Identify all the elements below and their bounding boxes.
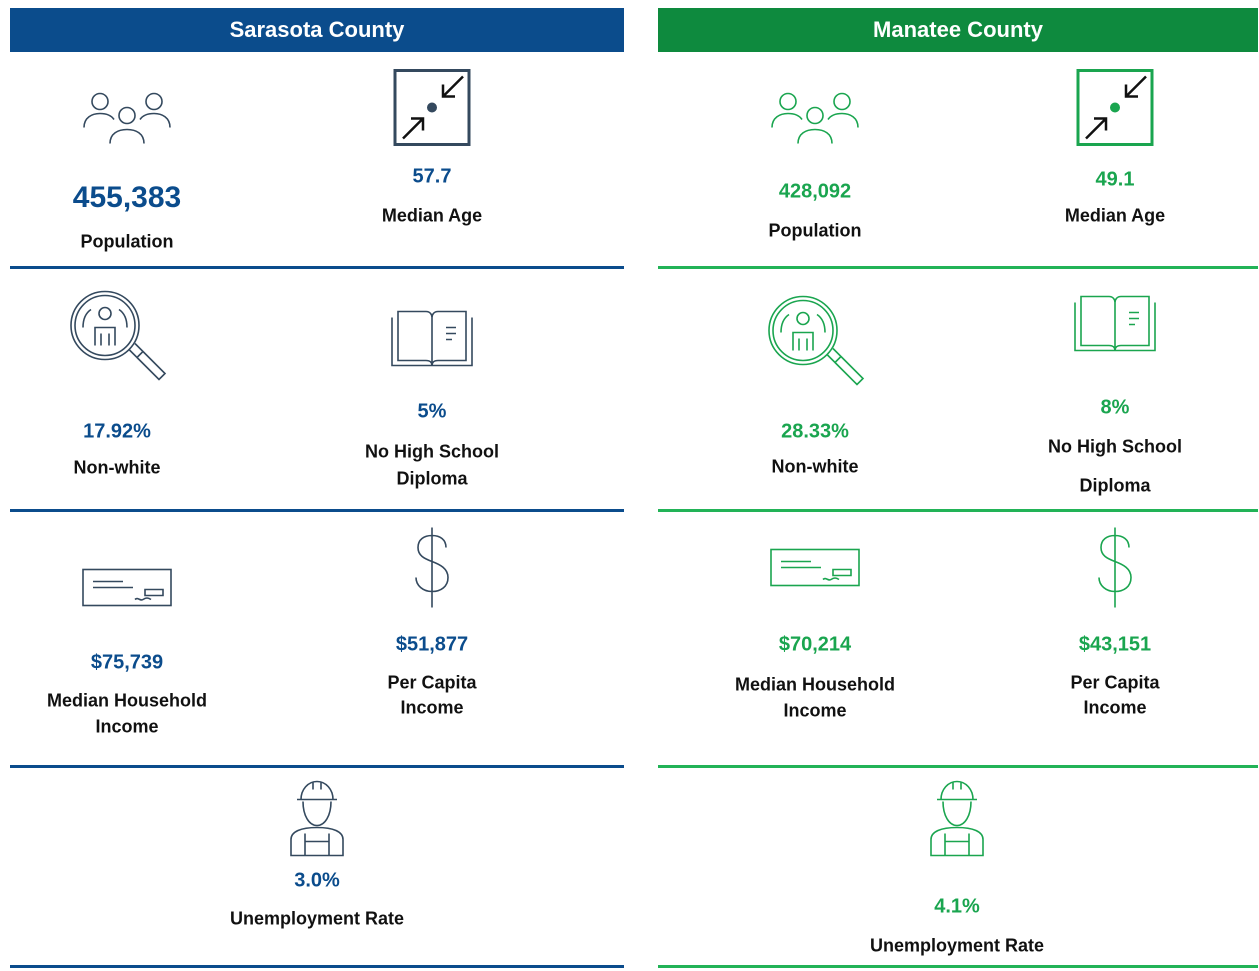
separator xyxy=(10,765,624,768)
stat-label: Median Household xyxy=(46,690,208,711)
stat-label: Median Household xyxy=(734,674,896,695)
stat-icon xyxy=(1073,291,1157,360)
separator xyxy=(10,266,624,269)
stat-value: 17.92% xyxy=(83,420,151,443)
separator xyxy=(658,965,1258,968)
county-header: Sarasota County xyxy=(10,8,624,52)
stat-label: Population xyxy=(768,220,862,241)
stat-label: Population xyxy=(80,231,174,252)
stat-label: No High School xyxy=(365,441,499,462)
stat-value: 28.33% xyxy=(781,420,849,443)
stat-label: Per Capita xyxy=(1070,672,1160,693)
stat-label: No High School xyxy=(1048,436,1182,457)
stat-label: Non-white xyxy=(771,456,859,477)
stat-icon xyxy=(412,526,452,615)
stat-label: Unemployment Rate xyxy=(229,908,405,929)
stat-icon xyxy=(769,548,861,593)
stat-label: Income xyxy=(783,700,847,721)
stat-value: 4.1% xyxy=(934,895,980,918)
stat-icon xyxy=(763,291,867,400)
stat-icon xyxy=(927,778,987,863)
stat-value: $70,214 xyxy=(778,633,852,656)
stat-icon xyxy=(65,286,169,395)
stat-icon xyxy=(1076,69,1154,152)
stat-label: Diploma xyxy=(1079,475,1151,496)
stat-value: 3.0% xyxy=(294,869,340,892)
stat-icon xyxy=(80,88,174,153)
county-panel: Sarasota County 455,383 Population 57.7 Med… xyxy=(10,0,624,971)
stat-value: 5% xyxy=(417,400,447,423)
stat-label: Income xyxy=(1083,697,1147,718)
stat-label: Median Age xyxy=(381,205,483,226)
stat-value: $75,739 xyxy=(90,651,164,674)
stat-icon xyxy=(390,306,474,375)
stat-icon xyxy=(287,778,347,863)
separator xyxy=(10,509,624,512)
stat-value: 428,092 xyxy=(778,180,852,203)
stat-label: Diploma xyxy=(396,468,468,489)
stat-label: Non-white xyxy=(73,457,161,478)
stat-icon xyxy=(768,88,862,153)
separator xyxy=(658,765,1258,768)
stat-icon xyxy=(393,69,471,152)
stat-value: $51,877 xyxy=(395,633,469,656)
separator xyxy=(658,266,1258,269)
stat-icon xyxy=(1095,526,1135,615)
stat-label: Per Capita xyxy=(387,672,477,693)
stat-value: $43,151 xyxy=(1078,633,1152,656)
stat-value: 8% xyxy=(1100,396,1130,419)
stat-label: Income xyxy=(95,716,159,737)
stat-icon xyxy=(81,568,173,613)
separator xyxy=(658,509,1258,512)
stat-label: Unemployment Rate xyxy=(869,935,1045,956)
county-panel: Manatee County 428,092 Population 49.1 Medi… xyxy=(658,0,1258,971)
stat-value: 455,383 xyxy=(72,181,182,214)
stat-label: Median Age xyxy=(1064,205,1166,226)
separator xyxy=(10,965,624,968)
county-header: Manatee County xyxy=(658,8,1258,52)
stat-value: 49.1 xyxy=(1095,168,1135,191)
stat-value: 57.7 xyxy=(412,165,452,188)
stat-label: Income xyxy=(400,697,464,718)
